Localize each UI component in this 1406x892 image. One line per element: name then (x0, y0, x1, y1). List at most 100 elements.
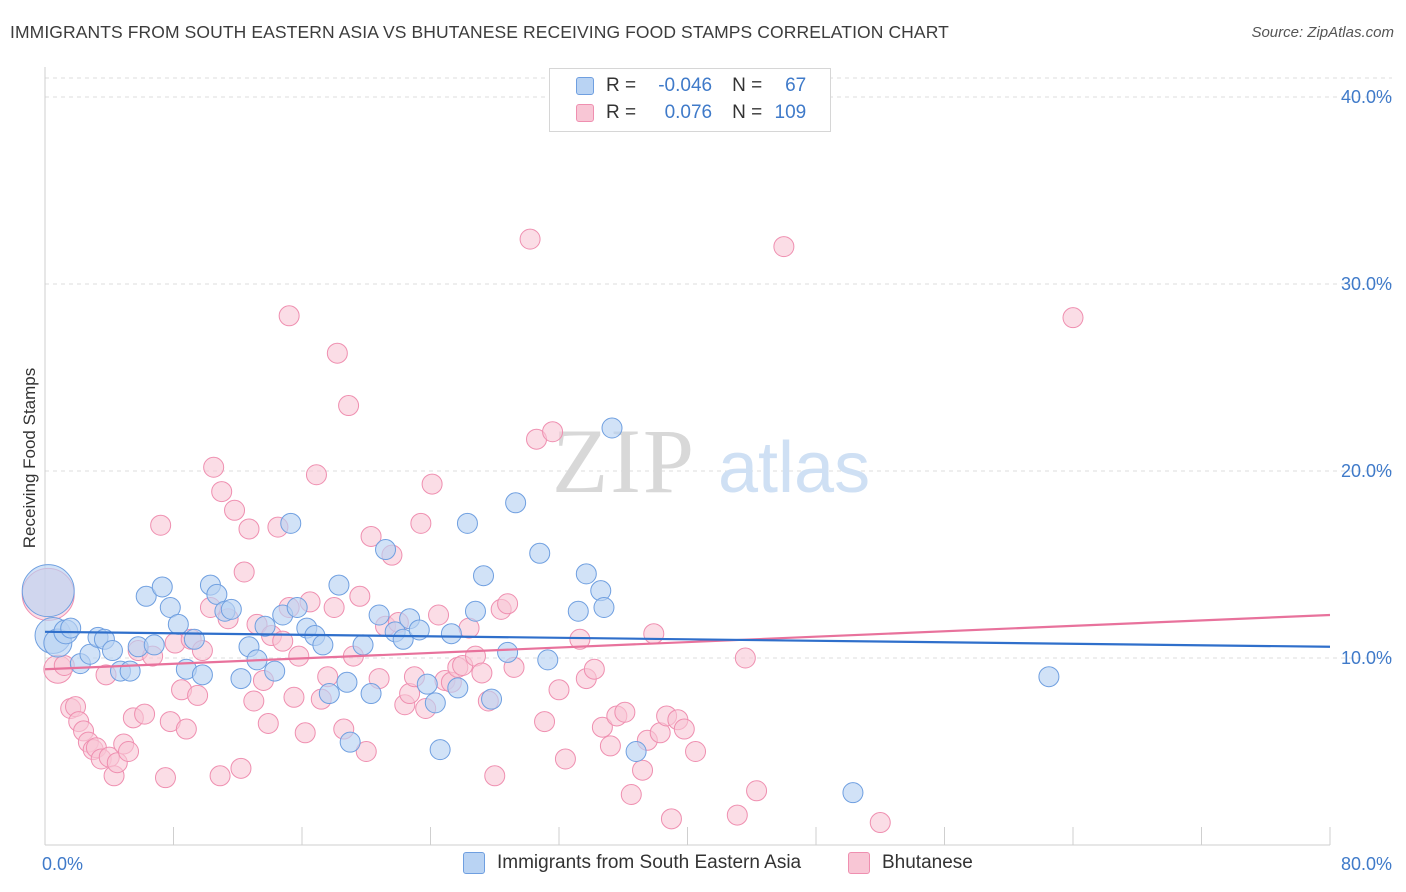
legend-n-value-pink: 109 (774, 102, 807, 123)
x-tick-label-max: 80.0% (1341, 854, 1392, 874)
data-point-sea (135, 585, 157, 607)
data-point-bhutanese (869, 812, 891, 834)
data-point-bhutanese (421, 473, 443, 495)
data-point-bhutanese (599, 735, 621, 757)
legend-r-value-blue: -0.046 (658, 75, 713, 96)
data-point-sea (473, 565, 495, 587)
legend-row-pink: R = 0.076 N = 109 (550, 100, 806, 126)
data-point-bhutanese (203, 456, 225, 478)
data-point-bhutanese (685, 741, 707, 762)
data-point-bhutanese (660, 808, 682, 830)
data-point-sea (328, 574, 350, 596)
data-point-bhutanese (569, 628, 591, 650)
data-point-bhutanese (283, 686, 305, 708)
data-point-sea (119, 660, 141, 682)
data-point-bhutanese (224, 499, 246, 521)
data-point-sea (529, 542, 551, 564)
trend-line-bhutanese (44, 613, 1331, 671)
data-point-sea (206, 583, 228, 605)
data-point-bhutanese (471, 662, 493, 684)
data-point-sea (575, 563, 597, 585)
trend-lines (44, 613, 1331, 671)
data-point-sea (336, 671, 358, 693)
data-point-bhutanese (643, 623, 665, 645)
data-point-sea (220, 598, 242, 620)
sea-immigrants-points (21, 417, 1060, 804)
data-point-sea (464, 600, 486, 622)
data-point-bhutanese (349, 585, 371, 607)
legend-item-sea: Immigrants from South Eastern Asia (463, 852, 801, 874)
data-point-bhutanese (591, 716, 613, 738)
data-point-bhutanese (614, 701, 636, 723)
data-point-sea (392, 628, 414, 650)
legend-swatch-blue (576, 77, 594, 95)
bhutanese-points (21, 228, 1084, 834)
legend-n-label: N = (732, 75, 763, 96)
legend-label-bhutanese: Bhutanese (882, 852, 973, 873)
legend-row-blue: R = -0.046 N = 67 (550, 73, 806, 99)
data-point-sea (537, 649, 559, 671)
data-point-bhutanese (360, 525, 382, 547)
legend-n-value-blue: 67 (785, 75, 807, 96)
watermark-atlas: atlas (718, 428, 870, 508)
data-point-bhutanese (134, 703, 156, 725)
y-tick-label: 40.0% (1341, 87, 1392, 107)
data-point-sea (143, 634, 165, 656)
tick-labels: 10.0% 20.0% 30.0% 40.0% 0.0% 80.0% (42, 87, 1392, 874)
data-point-sea (456, 512, 478, 534)
data-point-sea (312, 634, 334, 656)
data-point-bhutanese (428, 604, 450, 626)
data-point-bhutanese (554, 748, 576, 770)
data-point-bhutanese (150, 514, 172, 536)
data-point-bhutanese (355, 741, 377, 762)
data-point-sea (505, 492, 527, 514)
data-point-sea (601, 417, 623, 439)
data-point-bhutanese (620, 784, 642, 806)
data-point-sea (375, 539, 397, 561)
y-tick-label: 10.0% (1341, 648, 1392, 668)
trend-line-sea (44, 630, 1331, 648)
data-point-bhutanese (305, 464, 327, 486)
data-point-sea (368, 604, 390, 626)
data-point-bhutanese (326, 342, 348, 364)
legend-item-bhutanese: Bhutanese (848, 852, 973, 874)
data-point-sea (280, 512, 302, 534)
series-legend: Immigrants from South Eastern Asia Bhuta… (0, 852, 1406, 878)
axes (44, 67, 1331, 846)
data-point-bhutanese (175, 718, 197, 740)
data-point-bhutanese (243, 690, 265, 712)
data-point-sea (159, 597, 181, 619)
data-point-sea (429, 739, 451, 761)
data-point-bhutanese (548, 679, 570, 701)
y-axis-label: Receiving Food Stamps (20, 368, 39, 548)
legend-swatch-bhutanese (848, 852, 870, 874)
data-point-sea (408, 619, 430, 641)
data-point-bhutanese (211, 481, 233, 503)
data-point-bhutanese (746, 780, 768, 802)
legend-r-label: R = (606, 75, 637, 96)
data-point-bhutanese (257, 712, 279, 734)
data-point-sea (593, 597, 615, 619)
watermark-zip: ZIP (552, 410, 696, 512)
data-point-bhutanese (209, 765, 231, 787)
data-point-sea (21, 564, 75, 618)
data-point-bhutanese (278, 305, 300, 327)
data-point-bhutanese (534, 711, 556, 733)
data-point-bhutanese (734, 647, 756, 669)
data-point-sea (60, 617, 82, 639)
source-label: Source: ZipAtlas.com (1251, 24, 1394, 41)
data-point-sea (481, 688, 503, 710)
chart-title: IMMIGRANTS FROM SOUTH EASTERN ASIA VS BH… (10, 22, 949, 42)
legend-swatch-sea (463, 852, 485, 874)
legend-label-sea: Immigrants from South Eastern Asia (497, 852, 802, 873)
x-tick-label-min: 0.0% (42, 854, 83, 874)
data-point-bhutanese (726, 804, 748, 826)
data-point-bhutanese (338, 395, 360, 417)
data-point-sea (352, 634, 374, 656)
data-point-bhutanese (673, 718, 695, 740)
y-tick-label: 30.0% (1341, 274, 1392, 294)
data-point-sea (318, 683, 340, 705)
data-point-sea (625, 741, 647, 762)
data-point-bhutanese (632, 759, 654, 781)
